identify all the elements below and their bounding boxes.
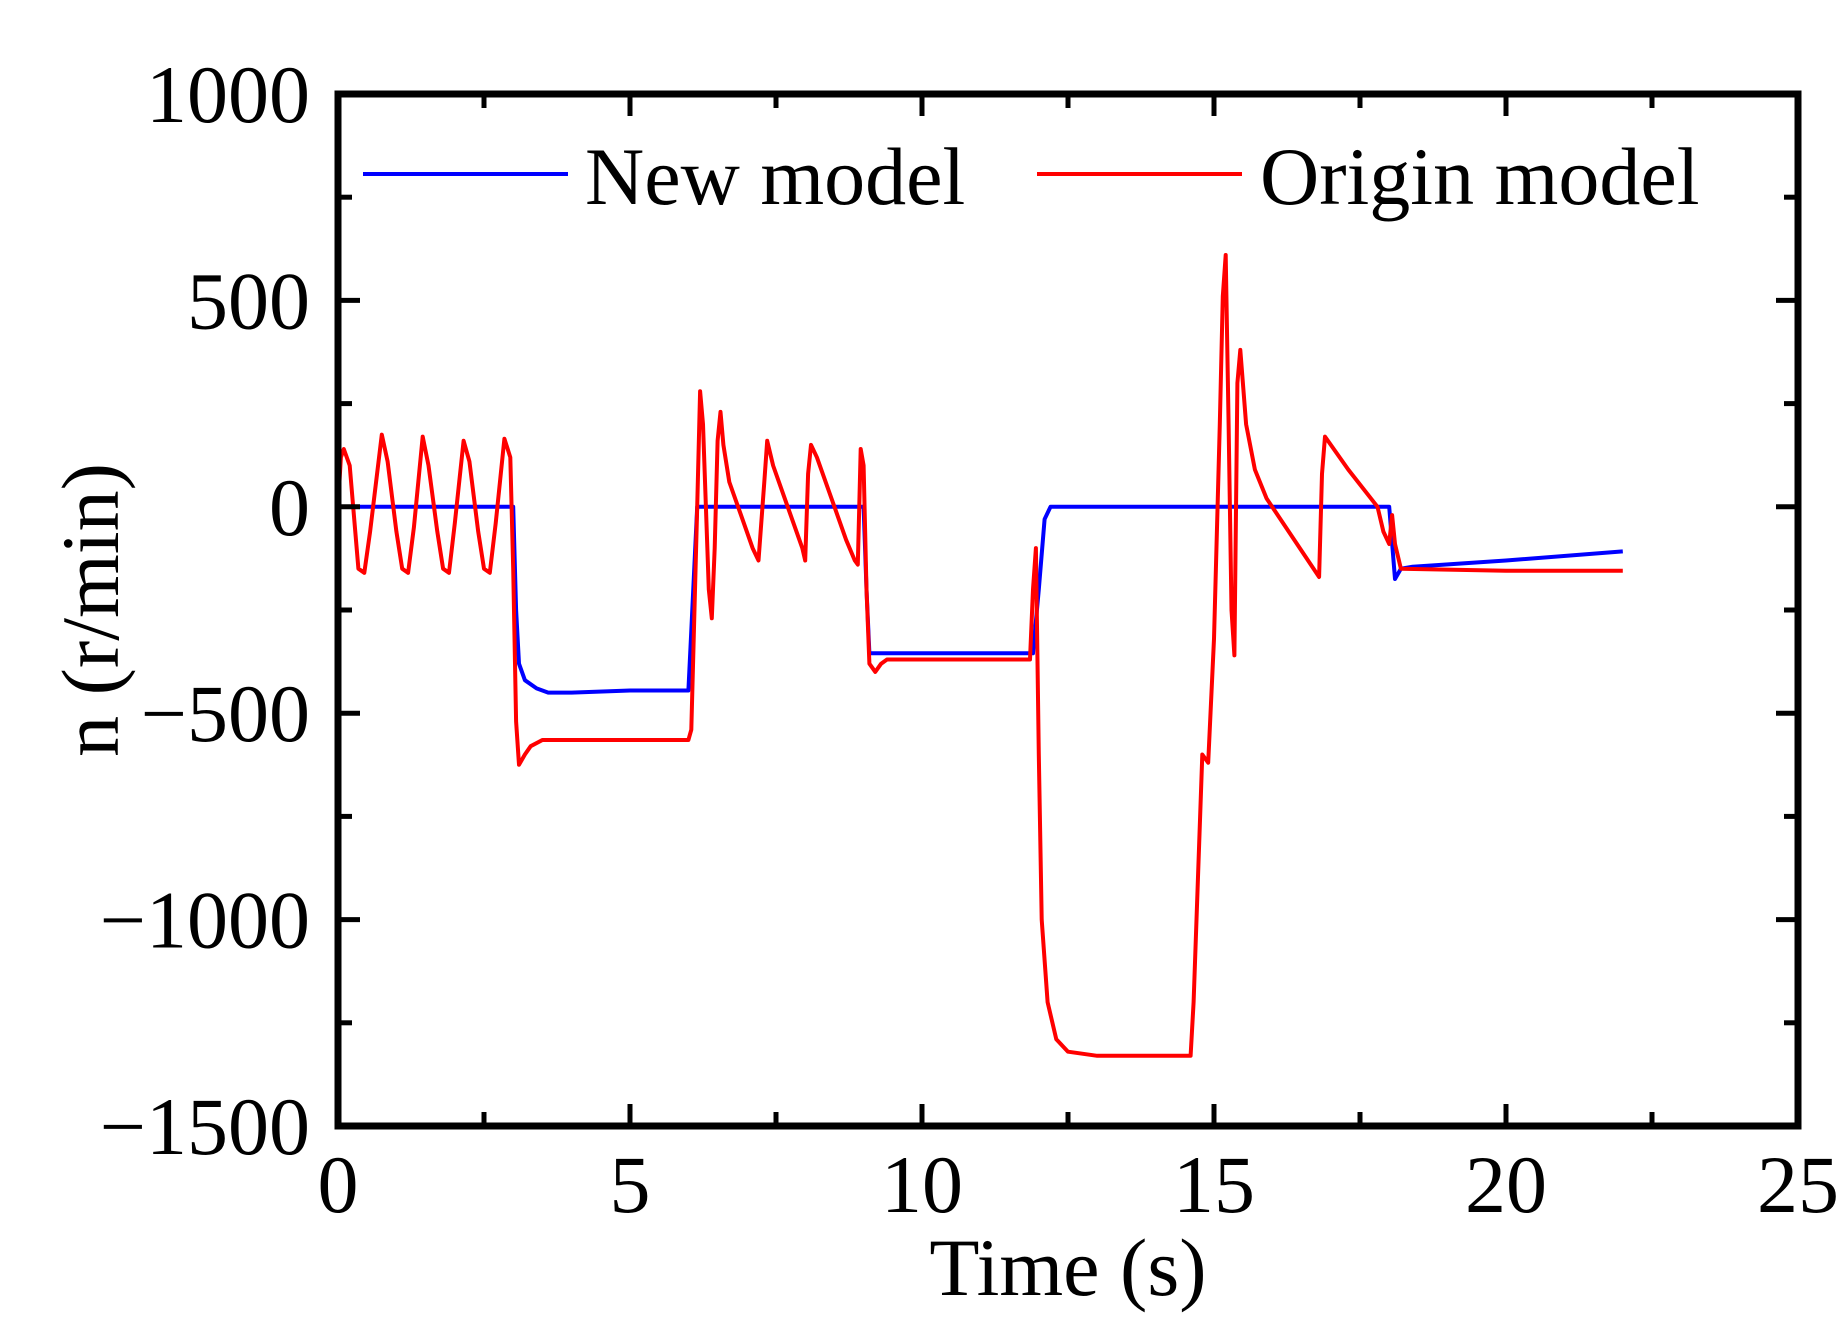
y-tick-label: −1500	[100, 1081, 310, 1172]
series-line-origin-model	[336, 253, 1623, 1058]
x-tick-label: 25	[1757, 1139, 1839, 1230]
x-axis-label: Time (s)	[929, 1222, 1206, 1313]
legend-label-origin-model: Origin model	[1260, 131, 1700, 222]
y-tick-label: 0	[269, 462, 310, 553]
legend: New model Origin model	[363, 131, 1700, 222]
x-tick-label: 15	[1173, 1139, 1255, 1230]
y-tick-label: −500	[141, 668, 310, 759]
x-tick-label: 5	[610, 1139, 651, 1230]
x-tick-label: 0	[318, 1139, 359, 1230]
plot-frame	[334, 90, 1802, 1130]
series-layer	[336, 253, 1623, 1058]
x-tick-label: 20	[1465, 1139, 1547, 1230]
labels-layer: 0 5 10 15 20 25 1000 500 0 −500 −1000 −1500	[100, 49, 1839, 1230]
ticks-layer	[335, 91, 1801, 1129]
x-tick-label: 10	[881, 1139, 963, 1230]
y-tick-label: 1000	[146, 49, 310, 140]
y-tick-label: −1000	[100, 875, 310, 966]
y-tick-label: 500	[187, 255, 310, 346]
legend-label-new-model: New model	[585, 131, 965, 222]
series-line-new-model	[338, 504, 1623, 695]
y-axis-label: n (r/min)	[45, 463, 136, 757]
